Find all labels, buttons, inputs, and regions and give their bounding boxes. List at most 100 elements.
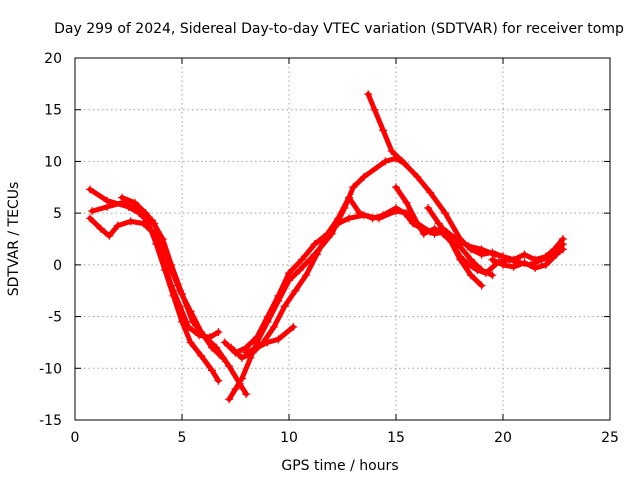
data-point	[197, 351, 206, 360]
series-track-9	[364, 90, 567, 264]
data-point	[295, 266, 304, 275]
data-point	[456, 235, 465, 243]
data-point	[370, 105, 379, 114]
data-point	[289, 322, 298, 331]
data-point	[242, 348, 251, 357]
data-point	[310, 240, 319, 249]
data-point	[364, 90, 373, 99]
data-point	[312, 250, 321, 259]
data-point	[218, 353, 227, 362]
data-point	[392, 183, 400, 192]
data-point	[263, 338, 272, 347]
data-point	[113, 221, 122, 230]
data-point	[413, 172, 422, 181]
data-point	[225, 362, 234, 371]
data-point	[302, 271, 311, 280]
data-point	[488, 248, 497, 257]
series-line	[87, 215, 221, 340]
data-point	[103, 202, 112, 211]
data-point	[558, 240, 567, 249]
data-point	[150, 219, 159, 228]
data-point	[349, 183, 358, 192]
data-point	[141, 209, 150, 218]
series-track-7	[227, 193, 497, 362]
series-track-4	[118, 193, 227, 362]
data-point	[541, 260, 550, 269]
data-point	[552, 250, 561, 259]
data-point	[285, 269, 293, 278]
data-point	[398, 157, 407, 166]
data-point	[207, 343, 216, 352]
y-tick-label: 15	[44, 103, 62, 119]
data-point	[488, 255, 497, 264]
series-track-8	[242, 322, 298, 357]
data-point	[88, 207, 97, 216]
y-tick-label: 20	[44, 51, 62, 67]
data-point	[214, 328, 223, 337]
data-point	[466, 271, 475, 280]
data-point	[291, 286, 300, 295]
x-tick-label: 15	[387, 430, 405, 446]
series-line	[365, 91, 566, 263]
data-point	[130, 198, 139, 207]
data-point	[400, 209, 409, 218]
data-point	[167, 266, 176, 275]
x-axis-label: GPS time / hours	[281, 458, 398, 474]
data-point	[105, 231, 114, 240]
data-point	[214, 376, 223, 385]
data-point	[242, 390, 251, 399]
series-line	[425, 205, 485, 288]
data-point	[96, 224, 105, 233]
data-point	[488, 271, 497, 280]
data-point	[473, 266, 482, 275]
data-point	[466, 255, 475, 264]
data-point	[220, 338, 229, 347]
data-point	[426, 188, 435, 197]
series-line	[228, 195, 495, 361]
data-point	[537, 255, 546, 264]
data-point	[252, 343, 261, 352]
data-point	[424, 203, 433, 212]
data-point	[175, 302, 184, 311]
data-point	[274, 291, 283, 300]
y-axis-label: SDTVAR / TECUs	[6, 182, 22, 297]
series-track-10	[392, 183, 567, 278]
data-point	[419, 229, 428, 238]
data-point	[520, 250, 529, 259]
data-point	[297, 255, 306, 264]
data-point	[207, 366, 216, 375]
data-series	[85, 90, 567, 404]
series-line	[222, 208, 506, 356]
data-point	[227, 343, 236, 352]
data-point	[387, 147, 396, 156]
data-point	[175, 286, 184, 295]
data-point	[430, 224, 439, 233]
data-point	[186, 307, 195, 316]
y-tick-label: -5	[48, 310, 62, 326]
axis-ticks: 0 5 10 15 20 25 -15 -10 -5 0 5 10 15 20	[39, 51, 619, 446]
data-point	[225, 395, 234, 404]
data-point	[263, 312, 272, 321]
data-point	[499, 260, 507, 269]
data-point	[237, 374, 246, 383]
data-point	[85, 214, 94, 223]
data-point	[344, 193, 353, 202]
y-tick-label: -15	[39, 413, 62, 429]
series-line	[87, 186, 221, 384]
data-point	[139, 219, 148, 228]
x-tick-label: 0	[71, 430, 80, 446]
data-point	[167, 281, 176, 290]
data-point	[252, 333, 261, 342]
data-point	[334, 214, 343, 223]
data-point	[456, 255, 465, 264]
data-point	[158, 240, 167, 249]
data-point	[379, 126, 388, 135]
data-point	[520, 258, 529, 267]
data-point	[481, 269, 490, 278]
data-point	[466, 245, 475, 254]
series-track-3	[85, 214, 223, 342]
y-tick-label: 10	[44, 154, 62, 170]
data-point	[445, 235, 454, 243]
data-point	[186, 338, 195, 347]
